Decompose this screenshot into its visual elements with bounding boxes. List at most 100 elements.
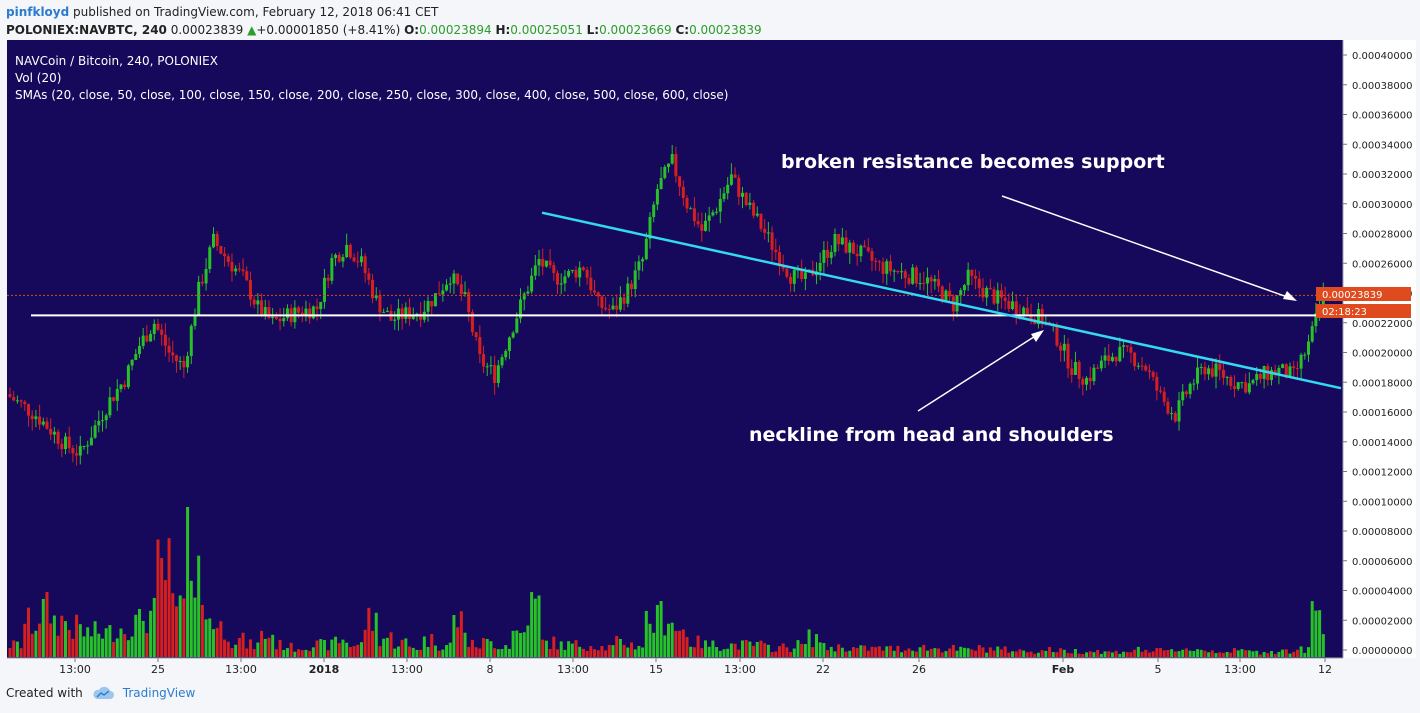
volume-bars	[8, 507, 1325, 657]
candle-body	[30, 415, 34, 420]
volume-bar	[829, 646, 833, 657]
plot-area[interactable]	[7, 40, 1343, 658]
volume-bar	[467, 646, 471, 657]
candle-body	[396, 308, 400, 320]
candle-body	[204, 268, 208, 284]
candle-body	[34, 416, 38, 420]
candle-body	[474, 332, 478, 338]
volume-bar	[1014, 651, 1018, 657]
candle-body	[829, 252, 833, 258]
candle-body	[230, 261, 234, 272]
volume-bar	[630, 642, 634, 657]
x-tick-label: 13:00	[1224, 663, 1256, 676]
candle-body	[356, 261, 360, 263]
volume-bar	[692, 647, 696, 657]
volume-bar	[208, 618, 212, 657]
candle-body	[400, 308, 404, 319]
volume-bar	[770, 652, 774, 657]
volume-bar	[1203, 650, 1207, 657]
y-tick-label: 0.00010000	[1352, 497, 1412, 508]
price-axis[interactable]	[1343, 40, 1416, 658]
volume-bar	[1073, 648, 1077, 657]
price-chart[interactable]: 0.00040000 0.00038000 0.00036000 0.00034000…	[0, 40, 1420, 685]
volume-bar	[811, 647, 815, 657]
candle-body	[519, 299, 523, 319]
candle-body	[19, 400, 23, 402]
volume-bar	[507, 648, 511, 657]
volume-bar	[607, 644, 611, 657]
candle-body	[681, 186, 685, 198]
candle-body	[1073, 361, 1077, 375]
volume-bar	[726, 648, 730, 657]
volume-bar	[419, 649, 423, 657]
candle-body	[974, 275, 978, 279]
volume-bar	[774, 651, 778, 657]
candle-body	[559, 283, 563, 285]
candle-body	[252, 299, 256, 305]
volume-bar	[833, 651, 837, 657]
volume-bar	[415, 649, 419, 657]
candle-body	[26, 404, 30, 416]
low-value: 0.00023669	[599, 23, 672, 37]
volume-bar	[374, 612, 378, 657]
candle-body	[1244, 382, 1248, 393]
volume-bar	[674, 630, 678, 657]
candle-body	[992, 289, 996, 304]
volume-bar	[533, 598, 537, 657]
volume-bar	[1214, 653, 1218, 657]
candle-body	[141, 335, 145, 346]
volume-bar	[78, 624, 82, 657]
volume-bar	[581, 648, 585, 657]
candle-body	[1162, 391, 1166, 402]
volume-bar	[163, 580, 167, 657]
volume-bar	[796, 640, 800, 657]
volume-bar	[1292, 651, 1296, 657]
volume-bar	[67, 629, 71, 657]
volume-bar	[970, 649, 974, 657]
volume-bar	[411, 647, 415, 657]
candle-body	[108, 397, 112, 416]
candle-body	[914, 267, 918, 284]
candle-body	[622, 297, 626, 304]
y-tick-label: 0.00040000	[1352, 51, 1412, 62]
candle-body	[385, 310, 389, 312]
candle-body	[655, 189, 659, 205]
candle-body	[1270, 370, 1274, 381]
x-tick-label: 13:00	[391, 663, 423, 676]
open-label: O:	[404, 23, 420, 37]
author-link[interactable]: pinfkloyd	[6, 5, 70, 19]
candle-body	[803, 272, 807, 279]
candle-body	[722, 193, 726, 200]
volume-bar	[63, 621, 67, 657]
candle-body	[322, 277, 326, 302]
volume-bar	[86, 627, 90, 657]
volume-bar	[141, 620, 145, 657]
candle-body	[485, 366, 489, 368]
volume-bar	[193, 597, 197, 657]
candle-body	[382, 311, 386, 313]
volume-bar	[800, 643, 804, 657]
volume-bar	[1011, 651, 1015, 657]
volume-bar	[1007, 652, 1011, 657]
tradingview-link[interactable]: TradingView	[122, 686, 196, 700]
volume-bar	[1070, 653, 1074, 657]
cloud-logo-icon	[93, 686, 114, 699]
volume-bar	[974, 650, 978, 657]
candle-body	[245, 271, 249, 281]
volume-bar	[341, 639, 345, 657]
volume-bar	[219, 621, 223, 657]
candle-body	[1218, 363, 1222, 370]
candle-body	[892, 270, 896, 272]
candle-body	[456, 273, 460, 285]
volume-bar	[171, 593, 175, 657]
candle-body	[1221, 369, 1225, 378]
candle-body	[193, 314, 197, 326]
volume-bar	[459, 611, 463, 657]
volume-bar	[1170, 649, 1174, 657]
volume-bar	[385, 637, 389, 657]
volume-bar	[326, 650, 330, 657]
candle-body	[663, 167, 667, 179]
candle-body	[740, 192, 744, 197]
volume-bar	[119, 628, 123, 657]
candle-body	[278, 318, 282, 322]
